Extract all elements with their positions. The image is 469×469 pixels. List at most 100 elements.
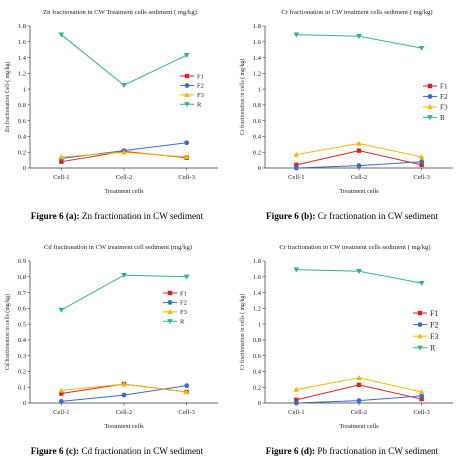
y-tick-label: 0.6 (18, 118, 27, 125)
data-point-r (418, 280, 425, 286)
data-point-r (183, 274, 190, 280)
data-point-f3 (418, 154, 425, 160)
data-point-r (418, 45, 425, 51)
legend-marker (184, 102, 190, 108)
y-tick-label: 0.4 (18, 134, 27, 141)
data-point-f1 (294, 162, 299, 168)
data-point-r (121, 82, 127, 88)
legend-label: F1 (197, 73, 204, 80)
data-point-f1 (356, 382, 362, 388)
y-tick-label: 1.6 (253, 39, 262, 46)
figure-caption-d: Figure 6 (d): Pb fractionation in CW sed… (235, 446, 469, 462)
chart-title: Cr fractionation in CW treatment cells s… (281, 9, 432, 16)
y-axis-label: Cd fractionation in cells (mg/kg) (4, 294, 11, 370)
y-tick-label: 1 (23, 86, 26, 93)
data-point-f2 (356, 398, 362, 404)
series-line-r (61, 34, 187, 86)
data-point-r (293, 32, 300, 38)
y-tick-label: 0.2 (18, 149, 26, 156)
y-axis-label: Cr fractionation in cells ( mg/kg) (239, 294, 246, 371)
chart-title: Cr fractionation in CW treatment cells s… (279, 244, 430, 251)
chart-panel-b: Cr fractionation in CW treatment cells s… (235, 0, 469, 233)
y-tick-label: 0.8 (253, 102, 262, 109)
legend-marker (167, 300, 173, 305)
y-tick-label: 0.4 (253, 369, 262, 376)
x-axis-label: Treatment cells (339, 423, 379, 430)
x-tick-label: Cell-3 (413, 174, 430, 181)
x-tick-label: Cell-3 (413, 409, 430, 416)
legend-marker (184, 92, 190, 98)
legend-marker (427, 115, 433, 121)
data-point-f3 (121, 381, 127, 387)
data-point-f2 (58, 399, 64, 404)
legend-label: F2 (180, 300, 187, 307)
y-axis-label: Zn fractionation Cell-( mg/kg) (4, 62, 11, 133)
legend-label: R (430, 344, 436, 353)
y-tick-label: 1 (258, 86, 261, 93)
data-point-f1 (59, 391, 64, 396)
data-point-f1 (419, 396, 424, 402)
data-point-f1 (419, 162, 424, 168)
legend-marker (184, 73, 190, 79)
legend-marker (427, 83, 433, 89)
legend-label: F1 (440, 83, 448, 91)
y-tick-label: 0 (258, 165, 262, 172)
x-axis-label: Treatment cells (339, 188, 379, 195)
data-point-f3 (356, 140, 362, 146)
y-tick-label: 0 (258, 400, 262, 407)
y-tick-label: 0.1 (18, 384, 26, 391)
legend-label: R (197, 102, 202, 109)
legend-marker (167, 309, 173, 315)
x-tick-label: Cell-2 (351, 409, 367, 416)
legend-marker (167, 290, 173, 296)
y-tick-label: 1.6 (253, 274, 262, 281)
data-point-r (121, 273, 127, 278)
caption-label: Figure 6 (b): (266, 211, 316, 221)
data-point-f3 (356, 374, 362, 380)
data-point-f3 (58, 387, 65, 393)
y-tick-label: 0 (23, 400, 27, 407)
caption-text: Cr fractionation in CW sediment (315, 211, 438, 221)
data-point-r (293, 267, 300, 273)
legend-label: F2 (440, 93, 448, 101)
x-tick-label: Cell-1 (53, 409, 69, 416)
y-tick-label: 0.2 (253, 149, 261, 156)
y-tick-label: 0.4 (18, 337, 27, 344)
caption-text: Cd fractionation in CW sediment (79, 446, 204, 456)
legend-label: F3 (197, 92, 204, 99)
chart-title: Cd fractionation in CW treatment cell se… (44, 244, 192, 251)
y-tick-label: 0.7 (18, 290, 27, 297)
data-point-f2 (184, 383, 190, 389)
legend-label: F3 (440, 103, 448, 111)
caption-label: Figure 6 (c): (30, 446, 80, 456)
x-tick-label: Cell-1 (288, 174, 304, 181)
data-point-f2 (293, 165, 299, 171)
data-point-r (183, 52, 190, 58)
y-tick-label: 1.8 (253, 23, 262, 30)
chart-panel-d: Cr fractionation in CW treatment cells s… (235, 235, 469, 468)
y-tick-label: 1.8 (253, 258, 262, 265)
y-axis-label: Cr fractionation in cells ( mg/kg) (239, 59, 246, 136)
legend-label: F2 (430, 320, 438, 329)
y-tick-label: 0.8 (253, 337, 262, 344)
data-point-f3 (58, 154, 65, 160)
figure-caption-b: Figure 6 (b): Cr fractionation in CW sed… (235, 211, 469, 227)
legend-label: F1 (180, 290, 187, 297)
y-tick-label: 1.2 (253, 306, 261, 313)
y-tick-label: 0.3 (18, 353, 27, 360)
data-point-f2 (419, 393, 425, 399)
legend-label: F1 (430, 309, 438, 318)
x-axis-label: Treatment cells (104, 423, 144, 430)
data-point-r (356, 269, 362, 275)
chart-panel-a: Zn fractionation in CW Treatment cells s… (0, 0, 234, 233)
legend-marker (427, 94, 433, 99)
x-tick-label: Cell-1 (53, 174, 69, 181)
legend-marker (184, 83, 190, 88)
data-point-f2 (293, 400, 299, 406)
y-tick-label: 0.2 (18, 369, 26, 376)
figure-caption-a: Figure 6 (a): Zn fractionation in CW sed… (0, 211, 234, 227)
y-tick-label: 1.4 (253, 290, 262, 297)
y-tick-label: 0.8 (18, 274, 27, 281)
pb-fractionation-chart: Cr fractionation in CW treatment cells s… (239, 244, 453, 430)
cr-fractionation-chart: Cr fractionation in CW treatment cells s… (239, 9, 453, 195)
